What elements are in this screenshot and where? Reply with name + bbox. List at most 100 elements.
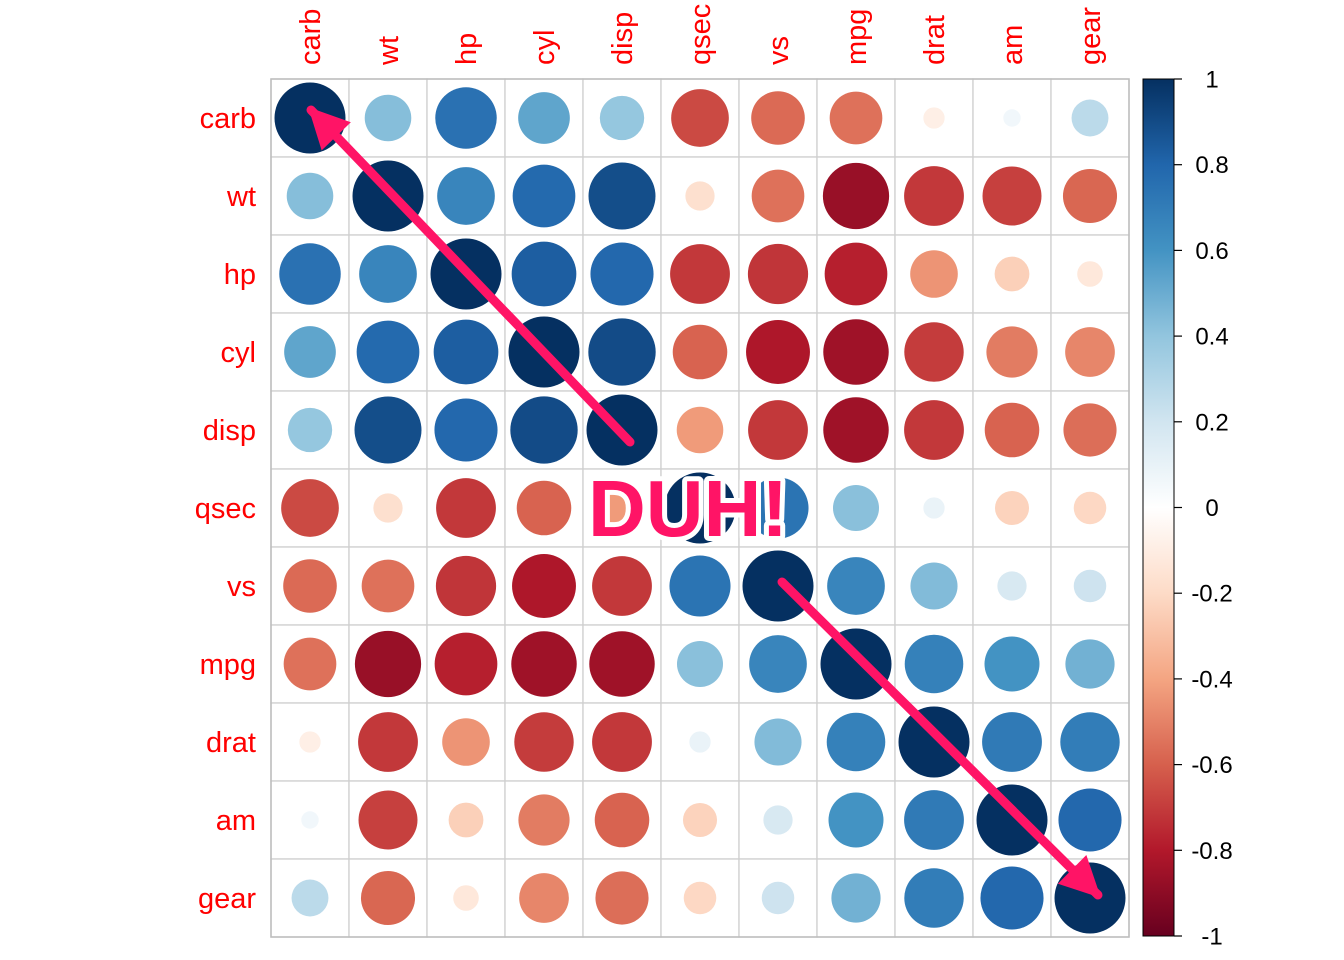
corr-circle-wt-hp bbox=[437, 167, 495, 225]
corr-circle-mpg-mpg bbox=[820, 628, 892, 700]
corr-circle-vs-vs bbox=[742, 550, 814, 622]
corr-circle-hp-gear bbox=[1077, 261, 1103, 287]
corr-circle-mpg-wt bbox=[354, 630, 422, 698]
corr-circle-disp-cyl bbox=[510, 396, 578, 464]
colorbar-tick-label: -0.2 bbox=[1191, 581, 1232, 608]
corr-circle-hp-vs bbox=[747, 243, 809, 305]
corr-circle-gear-gear bbox=[1054, 862, 1126, 934]
colorbar-tick-label: 0.4 bbox=[1195, 324, 1228, 351]
colorbar-tick-label: -1 bbox=[1201, 924, 1222, 951]
row-labels: carb wt hp cyl disp qsec vs mpg drat am gear bbox=[195, 103, 257, 915]
corr-circle-qsec-disp bbox=[598, 484, 646, 532]
corr-circle-disp-mpg bbox=[823, 397, 889, 463]
corr-circle-cyl-qsec bbox=[672, 324, 728, 380]
corr-circle-wt-mpg bbox=[822, 162, 890, 230]
corr-circle-cyl-gear bbox=[1065, 327, 1115, 377]
row-label-wt: wt bbox=[226, 181, 256, 213]
corr-circle-mpg-carb bbox=[283, 637, 337, 691]
corr-circle-am-qsec bbox=[682, 802, 718, 838]
corr-circle-mpg-hp bbox=[434, 632, 498, 696]
annotations: DUH! bbox=[306, 105, 1103, 900]
corr-circle-am-gear bbox=[1058, 788, 1122, 852]
corr-circle-am-carb bbox=[301, 811, 319, 829]
corr-circle-qsec-gear bbox=[1073, 491, 1107, 525]
row-label-carb: carb bbox=[200, 103, 256, 135]
row-label-am: am bbox=[216, 805, 256, 837]
corr-circle-drat-gear bbox=[1060, 712, 1120, 772]
corr-circle-carb-qsec bbox=[671, 89, 729, 147]
corr-circle-cyl-drat bbox=[904, 322, 964, 382]
corr-circle-carb-wt bbox=[364, 94, 412, 142]
corr-circle-vs-mpg bbox=[827, 557, 885, 615]
corr-circle-carb-drat bbox=[923, 107, 945, 129]
corr-circle-cyl-hp bbox=[433, 319, 499, 385]
corr-circle-cyl-disp bbox=[588, 318, 656, 386]
corr-circle-disp-wt bbox=[354, 396, 422, 464]
colorbar-tick-label: 0.2 bbox=[1195, 409, 1228, 436]
corr-circle-hp-mpg bbox=[824, 242, 888, 306]
corr-circle-gear-hp bbox=[453, 885, 479, 911]
row-label-qsec: qsec bbox=[195, 493, 256, 525]
annotation-arrow-upper bbox=[306, 105, 635, 447]
corr-circle-am-cyl bbox=[518, 794, 570, 846]
corr-circle-gear-vs bbox=[761, 881, 795, 915]
corr-circle-gear-carb bbox=[291, 879, 329, 917]
corr-circle-disp-carb bbox=[287, 407, 333, 453]
corr-circle-drat-am bbox=[982, 712, 1042, 772]
corr-circle-am-drat bbox=[904, 790, 964, 850]
row-label-hp: hp bbox=[224, 259, 256, 291]
corr-circle-disp-am bbox=[984, 402, 1040, 458]
corr-circle-drat-qsec bbox=[689, 731, 711, 753]
corr-circle-mpg-disp bbox=[589, 631, 655, 697]
col-label-wt: wt bbox=[373, 36, 405, 66]
corr-circle-am-disp bbox=[594, 792, 650, 848]
corr-circle-cyl-vs bbox=[746, 320, 810, 384]
corr-circle-wt-carb bbox=[286, 172, 334, 220]
corr-circle-qsec-mpg bbox=[832, 484, 880, 532]
corr-circle-qsec-carb bbox=[281, 479, 339, 537]
corr-circle-mpg-am bbox=[984, 636, 1040, 692]
corr-circle-cyl-carb bbox=[284, 326, 336, 378]
corr-circle-gear-disp bbox=[595, 871, 649, 925]
corr-circle-carb-cyl bbox=[518, 92, 570, 144]
corr-circle-gear-qsec bbox=[683, 881, 717, 915]
corr-circle-cyl-mpg bbox=[823, 319, 889, 385]
colorbar-tick-label: 0 bbox=[1205, 495, 1218, 522]
corr-circle-cyl-am bbox=[986, 326, 1038, 378]
matrix-border bbox=[270, 78, 1130, 938]
corr-circle-carb-hp bbox=[435, 87, 497, 149]
corr-circle-gear-wt bbox=[360, 870, 416, 926]
corr-circle-qsec-cyl bbox=[516, 480, 572, 536]
corr-circle-vs-wt bbox=[361, 559, 415, 613]
corr-circle-gear-am bbox=[980, 866, 1044, 930]
row-label-gear: gear bbox=[198, 883, 256, 915]
col-label-gear: gear bbox=[1075, 7, 1107, 65]
corr-circle-disp-drat bbox=[904, 400, 964, 460]
corr-circle-vs-carb bbox=[283, 559, 337, 613]
colorbar-gradient bbox=[1142, 78, 1175, 937]
corr-circle-mpg-vs bbox=[749, 635, 807, 693]
col-label-vs: vs bbox=[763, 36, 795, 65]
corr-circle-mpg-gear bbox=[1065, 639, 1115, 689]
corr-circle-qsec-qsec bbox=[664, 472, 736, 544]
corr-circle-drat-mpg bbox=[826, 712, 886, 772]
corr-circle-vs-qsec bbox=[669, 555, 731, 617]
colorbar: 1 0.8 0.6 0.4 0.2 0 -0.2 -0.4 -0.6 -0.8 -1 bbox=[1142, 67, 1233, 951]
corr-circle-wt-gear bbox=[1062, 168, 1118, 224]
row-label-cyl: cyl bbox=[221, 337, 256, 369]
col-label-hp: hp bbox=[451, 33, 483, 65]
corr-circle-carb-gear bbox=[1071, 99, 1109, 137]
corr-circle-vs-cyl bbox=[512, 554, 576, 618]
col-label-drat: drat bbox=[919, 15, 951, 65]
corr-circle-disp-hp bbox=[434, 398, 498, 462]
corr-circle-vs-gear bbox=[1073, 569, 1107, 603]
corr-circle-hp-wt bbox=[359, 245, 417, 303]
corr-circle-wt-vs bbox=[751, 169, 805, 223]
corr-circle-am-wt bbox=[358, 790, 418, 850]
corr-circle-am-mpg bbox=[828, 792, 884, 848]
corr-circle-drat-vs bbox=[754, 718, 802, 766]
corr-circle-qsec-wt bbox=[373, 493, 403, 523]
corr-circle-gear-drat bbox=[904, 868, 964, 928]
corr-circle-cyl-wt bbox=[356, 320, 420, 384]
corr-circle-vs-disp bbox=[592, 556, 652, 616]
